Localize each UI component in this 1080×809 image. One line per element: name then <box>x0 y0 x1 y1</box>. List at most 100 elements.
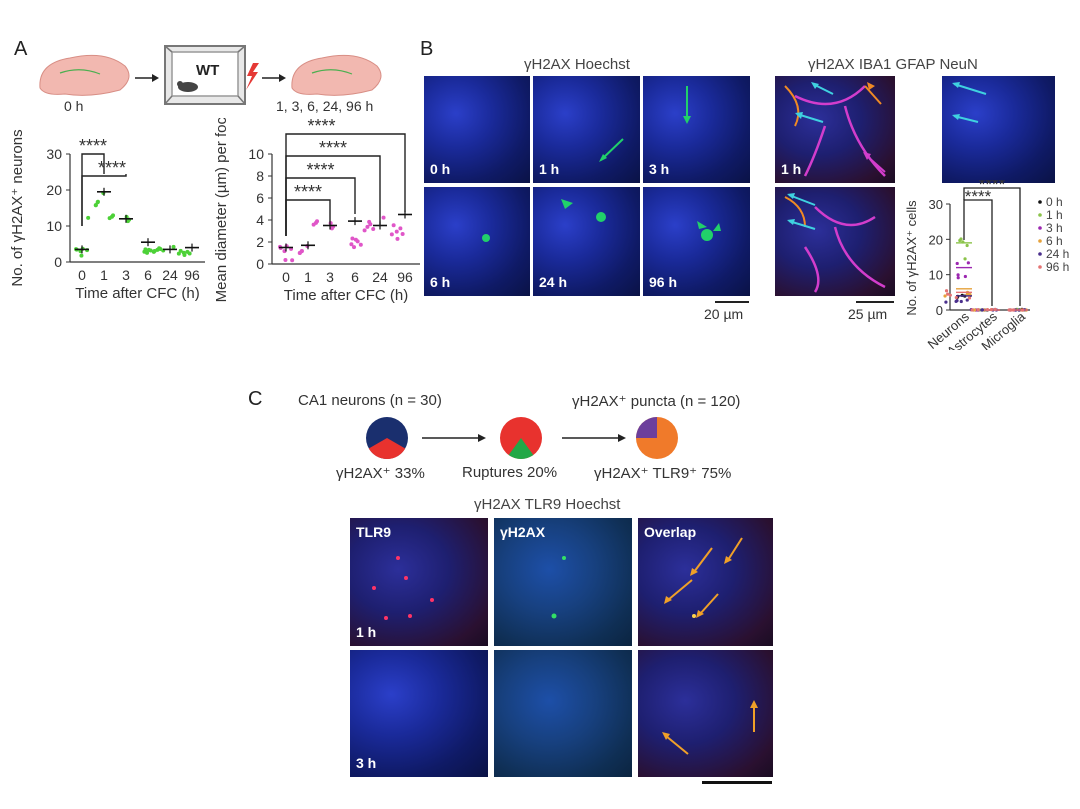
data-point <box>394 229 399 234</box>
scale-bar <box>856 301 894 303</box>
micrograph-tile: 0 h <box>424 76 530 183</box>
tile-time-label: 24 h <box>539 274 568 290</box>
significance-bracket <box>81 174 127 226</box>
data-point <box>956 276 960 280</box>
micrograph-tile: 96 h <box>643 187 750 296</box>
data-point <box>352 245 357 250</box>
scale-bar-label: 25 µm <box>848 306 888 322</box>
data-point <box>109 214 114 219</box>
pie3-label: γH2AX⁺ TLR9⁺ 75% <box>594 465 732 482</box>
tile-time-label: 96 h <box>649 274 678 290</box>
micrograph-tile: γH2AX <box>494 518 632 646</box>
pie2-label: Ruptures 20% <box>462 464 558 481</box>
micrograph-tile: 3 h <box>643 76 750 183</box>
data-point <box>963 274 967 279</box>
data-point <box>297 251 302 256</box>
y-tick-label: 4 <box>256 212 264 228</box>
data-point <box>349 242 354 247</box>
data-point <box>954 299 958 304</box>
legend-entry: 6 h <box>1046 234 1063 248</box>
legend-entry: 24 h <box>1046 247 1069 261</box>
x-tick-label: 96 <box>397 269 413 285</box>
data-point <box>152 248 157 253</box>
data-point <box>176 251 181 256</box>
data-point <box>329 226 334 231</box>
y-tick-label: 8 <box>256 168 264 184</box>
data-point <box>313 220 318 225</box>
x-tick-label: 3 <box>122 267 130 283</box>
data-point <box>955 261 959 266</box>
micrograph-tile <box>494 650 632 777</box>
data-point <box>79 253 84 258</box>
data-point <box>967 296 972 300</box>
significance-label: **** <box>306 160 334 180</box>
fear-conditioning-box-icon <box>164 45 259 105</box>
legend-marker <box>1038 226 1042 230</box>
x-tick-label: 24 <box>372 269 388 285</box>
x-tick-label: 6 <box>144 267 152 283</box>
arrow-icon <box>562 434 626 442</box>
panel-letter-c: C <box>248 388 263 410</box>
micrograph-tile: 3 h <box>350 650 488 777</box>
tile-time-label: 3 h <box>649 161 670 177</box>
data-point <box>398 226 403 231</box>
y-tick-label: 0 <box>256 256 264 272</box>
legend-marker <box>1038 239 1042 243</box>
significance-bracket <box>285 133 406 236</box>
micrograph-tile: 1 h <box>533 76 640 183</box>
significance-label: **** <box>319 138 347 158</box>
y-tick-label: 10 <box>46 218 62 234</box>
x-tick-label: 6 <box>351 269 359 285</box>
panel-c-micrograph-title: γH2AX TLR9 Hoechst <box>474 496 621 513</box>
significance-label: **** <box>79 136 107 156</box>
y-axis-label: No. of γH2AX⁺ neurons <box>9 129 26 286</box>
data-point <box>400 232 405 237</box>
data-point <box>93 203 98 208</box>
panel-b-title-right: γH2AX IBA1 GFAP NeuN <box>808 56 978 73</box>
panel-a-schematic <box>39 45 382 105</box>
data-point <box>965 243 969 248</box>
x-axis-label: Time after CFC (h) <box>284 287 408 304</box>
arrow-icon <box>262 74 286 82</box>
data-point <box>146 247 151 252</box>
micrograph-tile: TLR9 1 h <box>350 518 488 646</box>
x-tick-label: 3 <box>326 269 334 285</box>
tile-time-label: 1 h <box>539 161 560 177</box>
brain-icon <box>291 54 382 96</box>
panel-c-pies <box>366 417 678 460</box>
data-point <box>185 249 190 254</box>
pie1-label: γH2AX⁺ 33% <box>336 465 425 482</box>
micrograph-tile: 1 h <box>775 76 895 183</box>
data-point <box>365 224 370 229</box>
significance-label: **** <box>307 118 335 136</box>
significance-label: **** <box>965 187 992 206</box>
significance-label: **** <box>294 182 322 202</box>
legend-entry: 96 h <box>1046 260 1069 274</box>
data-point <box>125 219 130 224</box>
arrow-icon <box>135 74 159 82</box>
micrograph-tile: Overlap <box>638 518 773 646</box>
scale-bar <box>715 301 749 303</box>
data-point <box>182 252 187 257</box>
y-tick-label: 10 <box>248 146 264 162</box>
y-axis-label: Mean diameter (µm) per foci <box>213 118 230 302</box>
tile-time-label: 1 h <box>781 161 802 177</box>
panel-b-title-left: γH2AX Hoechst <box>524 56 630 73</box>
legend-entry: 3 h <box>1046 221 1063 235</box>
data-point <box>358 242 363 247</box>
data-point <box>944 300 948 304</box>
data-point <box>980 308 984 312</box>
row-time-label: 3 h <box>356 755 377 771</box>
y-tick-label: 30 <box>929 197 943 212</box>
micrograph-tile <box>638 650 773 777</box>
chart-gh2ax-cell-types: 0102030NeuronsAstrocytesMicroglia*******… <box>904 180 1069 350</box>
legend-entry: 1 h <box>1046 208 1063 222</box>
tile-time-label: 0 h <box>430 161 451 177</box>
y-axis-label: No. of γH2AX⁺ cells <box>904 200 919 316</box>
brain-icon <box>39 54 130 96</box>
data-point <box>381 215 386 220</box>
schematic-box-label: WT <box>196 62 220 79</box>
data-point <box>368 222 373 227</box>
